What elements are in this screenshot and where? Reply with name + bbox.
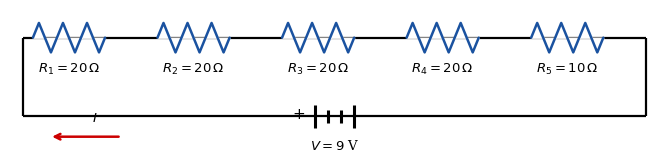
Text: $-$: $-$ [364, 108, 377, 122]
Text: $+$: $+$ [292, 108, 305, 122]
Text: $I$: $I$ [92, 112, 98, 125]
Text: $R_1 = 20\,\Omega$: $R_1 = 20\,\Omega$ [37, 62, 100, 77]
Text: $R_2 = 20\,\Omega$: $R_2 = 20\,\Omega$ [163, 62, 225, 77]
Text: $R_4 = 20\,\Omega$: $R_4 = 20\,\Omega$ [411, 62, 474, 77]
Text: $V = 9$ V: $V = 9$ V [310, 139, 359, 153]
Text: $R_5 = 10\,\Omega$: $R_5 = 10\,\Omega$ [536, 62, 599, 77]
Text: $R_3 = 20\,\Omega$: $R_3 = 20\,\Omega$ [287, 62, 349, 77]
